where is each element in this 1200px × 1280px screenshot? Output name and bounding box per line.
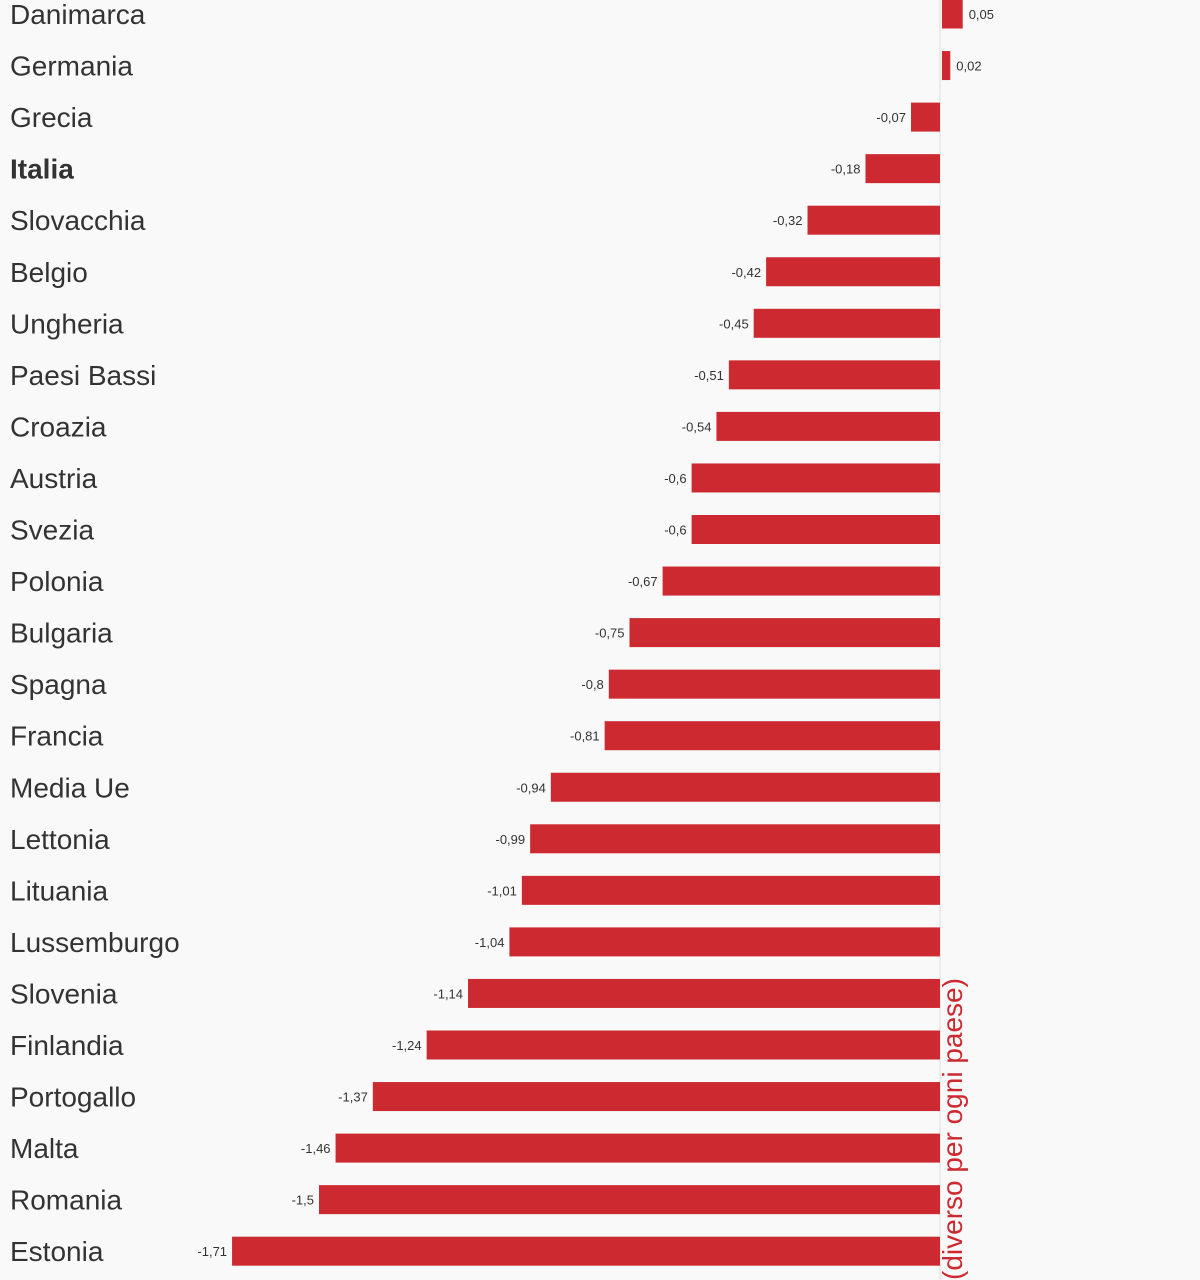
category-label: Lituania xyxy=(10,875,109,906)
bar xyxy=(942,0,963,29)
bar xyxy=(232,1236,940,1266)
category-label: Slovacchia xyxy=(10,205,146,236)
bar xyxy=(865,154,940,184)
bars-group: Danimarca 0,05 Germania 0,02 Grecia -0,07 Ital… xyxy=(10,0,994,1267)
category-label: Polonia xyxy=(10,566,104,597)
value-label: -0,67 xyxy=(628,574,658,589)
value-label: -0,6 xyxy=(664,471,686,486)
bar xyxy=(691,515,940,544)
bar xyxy=(521,875,940,905)
value-label: 0,05 xyxy=(969,7,994,22)
bar xyxy=(530,824,940,854)
bar xyxy=(942,51,951,81)
category-label: Slovenia xyxy=(10,978,118,1009)
value-label: -1,14 xyxy=(433,986,463,1001)
bar xyxy=(807,205,940,235)
category-label: Malta xyxy=(10,1133,79,1164)
category-label: Romania xyxy=(10,1185,122,1216)
value-label: -0,6 xyxy=(664,523,686,538)
bar xyxy=(550,772,940,802)
value-label: -0,75 xyxy=(595,626,625,641)
category-label: Estonia xyxy=(10,1236,104,1267)
value-label: -0,99 xyxy=(495,832,525,847)
bar xyxy=(509,927,940,957)
value-label: -0,42 xyxy=(731,265,761,280)
bar xyxy=(604,721,940,751)
category-label: Ungheria xyxy=(10,308,124,339)
category-label: Spagna xyxy=(10,669,107,700)
bar xyxy=(372,1082,940,1112)
bar xyxy=(766,257,940,287)
category-label: Italia xyxy=(10,154,74,185)
value-label: -0,51 xyxy=(694,368,724,383)
value-label: 0,02 xyxy=(956,59,981,74)
category-label: Svezia xyxy=(10,515,94,546)
bar xyxy=(335,1133,940,1163)
value-label: -1,24 xyxy=(392,1038,422,1053)
axis-title: (diverso per ogni paese) xyxy=(937,978,968,1280)
bar xyxy=(608,669,940,699)
value-label: -0,18 xyxy=(831,162,861,177)
value-label: -0,81 xyxy=(570,729,600,744)
category-label: Belgio xyxy=(10,257,88,288)
bar xyxy=(911,102,940,132)
category-label: Danimarca xyxy=(10,0,146,30)
bar xyxy=(728,360,940,390)
bar xyxy=(468,978,940,1008)
category-label: Portogallo xyxy=(10,1082,136,1113)
value-label: -0,32 xyxy=(773,213,803,228)
value-label: -0,54 xyxy=(682,419,712,434)
value-label: -0,8 xyxy=(581,677,603,692)
bar xyxy=(629,618,940,648)
bar xyxy=(319,1185,940,1215)
bar xyxy=(662,566,940,596)
bar xyxy=(716,411,940,441)
category-label: Germania xyxy=(10,51,133,82)
value-label: -0,94 xyxy=(516,780,546,795)
category-label: Media Ue xyxy=(10,772,130,803)
value-label: -1,46 xyxy=(301,1141,331,1156)
category-label: Austria xyxy=(10,463,98,494)
value-label: -1,37 xyxy=(338,1090,368,1105)
category-label: Bulgaria xyxy=(10,618,113,649)
category-label: Grecia xyxy=(10,102,93,133)
bar xyxy=(753,308,940,338)
category-label: Francia xyxy=(10,721,104,752)
value-label: -1,5 xyxy=(292,1193,314,1208)
category-label: Croazia xyxy=(10,411,107,442)
bar xyxy=(691,463,940,493)
value-label: -1,04 xyxy=(475,935,505,950)
value-label: -0,45 xyxy=(719,316,749,331)
value-label: -0,07 xyxy=(876,110,906,125)
category-label: Paesi Bassi xyxy=(10,360,156,391)
category-label: Lettonia xyxy=(10,824,110,855)
category-label: Finlandia xyxy=(10,1030,124,1061)
value-label: -1,71 xyxy=(197,1244,227,1259)
category-label: Lussemburgo xyxy=(10,927,180,958)
value-label: -1,01 xyxy=(487,883,517,898)
bar xyxy=(426,1030,940,1060)
